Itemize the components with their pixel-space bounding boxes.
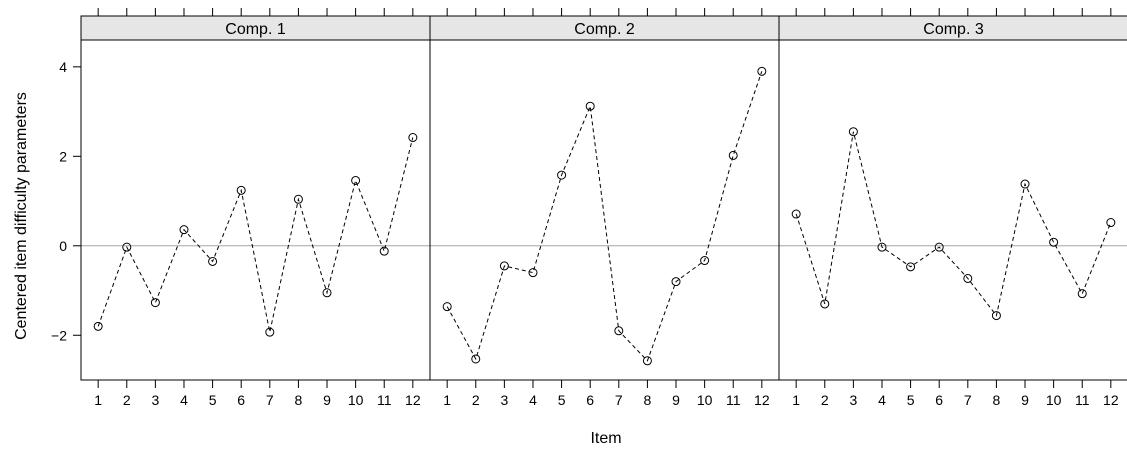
data-point (1049, 237, 1059, 247)
x-tick-label: 3 (500, 392, 508, 408)
data-point (408, 133, 418, 143)
data-point (208, 256, 218, 266)
x-tick-label: 7 (266, 392, 274, 408)
strip-label: Comp. 3 (923, 21, 984, 38)
x-tick-label: 4 (180, 392, 188, 408)
y-axis-title: Centered item difficulty parameters (13, 92, 30, 340)
data-point (700, 256, 710, 266)
series-line (97, 137, 414, 333)
x-tick-label: 8 (993, 392, 1001, 408)
data-point (848, 127, 858, 137)
panel-border (778, 39, 1127, 381)
x-tick-label: 2 (123, 392, 131, 408)
data-point (122, 242, 132, 252)
x-tick-label: 5 (558, 392, 566, 408)
x-tick-label: 2 (821, 392, 829, 408)
x-tick-label: 12 (1103, 392, 1119, 408)
x-tick-label: 9 (323, 392, 331, 408)
x-tick-label: 1 (94, 392, 102, 408)
data-point (820, 299, 830, 309)
data-point (557, 170, 567, 180)
data-point (791, 209, 801, 219)
panel-border (429, 39, 780, 381)
y-tick-label: 4 (59, 59, 67, 75)
x-tick-label: 5 (907, 392, 915, 408)
data-point (265, 327, 275, 337)
data-point (1020, 179, 1030, 189)
x-tick-label: 10 (697, 392, 713, 408)
x-tick-label: 12 (754, 392, 770, 408)
x-tick-label: 10 (348, 392, 364, 408)
data-point (934, 242, 944, 252)
strip-label: Comp. 2 (574, 21, 635, 38)
x-tick-label: 11 (726, 392, 741, 408)
x-tick-label: 6 (586, 392, 594, 408)
strip-background (778, 15, 1127, 41)
series-line (795, 131, 1112, 317)
y-tick-label: 2 (59, 148, 67, 164)
x-tick-label: 4 (878, 392, 886, 408)
panel-3: Comp. 31 2 3 4 5 6 7 8 9 10 11 12 (778, 8, 1127, 408)
data-point (442, 302, 452, 312)
data-point (179, 225, 189, 235)
y-tick-label: 0 (59, 238, 67, 254)
x-tick-label: 6 (237, 392, 245, 408)
data-point (642, 356, 652, 366)
x-tick-label: 6 (935, 392, 943, 408)
data-point (471, 354, 481, 364)
data-point (93, 321, 103, 331)
strip-background (80, 15, 431, 41)
x-axis-title: Item (590, 430, 621, 447)
x-tick-label: 3 (849, 392, 857, 408)
y-tick-label: −2 (51, 327, 67, 343)
x-tick-label: 7 (964, 392, 972, 408)
data-point (499, 261, 509, 271)
data-point (614, 326, 624, 336)
x-tick-label: 8 (295, 392, 303, 408)
x-tick-label: 12 (405, 392, 421, 408)
data-point (728, 150, 738, 160)
y-axis: −2 0 2 4 (51, 59, 81, 343)
strip-background (429, 15, 780, 41)
x-tick-label: 1 (443, 392, 451, 408)
x-tick-label: 9 (672, 392, 680, 408)
x-tick-label: 2 (472, 392, 480, 408)
series-line (446, 71, 763, 362)
data-point (906, 262, 916, 272)
data-point (528, 268, 538, 278)
data-point (585, 101, 595, 111)
data-point (379, 246, 389, 256)
data-point (991, 311, 1001, 321)
panel-2: Comp. 21 2 3 4 5 6 7 8 9 10 11 12 (429, 8, 780, 408)
data-point (322, 288, 332, 298)
x-tick-label: 10 (1046, 392, 1062, 408)
data-point (963, 273, 973, 283)
x-tick-label: 9 (1021, 392, 1029, 408)
panel-1: Comp. 11 2 3 4 5 6 7 8 9 10 11 12 (80, 8, 431, 408)
data-point (1106, 218, 1116, 228)
data-point (293, 194, 303, 204)
x-tick-label: 4 (529, 392, 537, 408)
data-point (757, 66, 767, 76)
x-tick-label: 11 (1075, 392, 1090, 408)
panel-border (80, 39, 431, 381)
data-point (671, 277, 681, 287)
strip-label: Comp. 1 (225, 21, 286, 38)
x-tick-label: 3 (151, 392, 159, 408)
x-tick-label: 8 (644, 392, 652, 408)
x-tick-label: 5 (209, 392, 217, 408)
x-tick-label: 7 (615, 392, 623, 408)
data-point (877, 242, 887, 252)
data-point (236, 185, 246, 195)
data-point (351, 175, 361, 185)
x-tick-label: 11 (377, 392, 392, 408)
data-point (150, 298, 160, 308)
data-point (1077, 289, 1087, 299)
x-tick-label: 1 (792, 392, 800, 408)
